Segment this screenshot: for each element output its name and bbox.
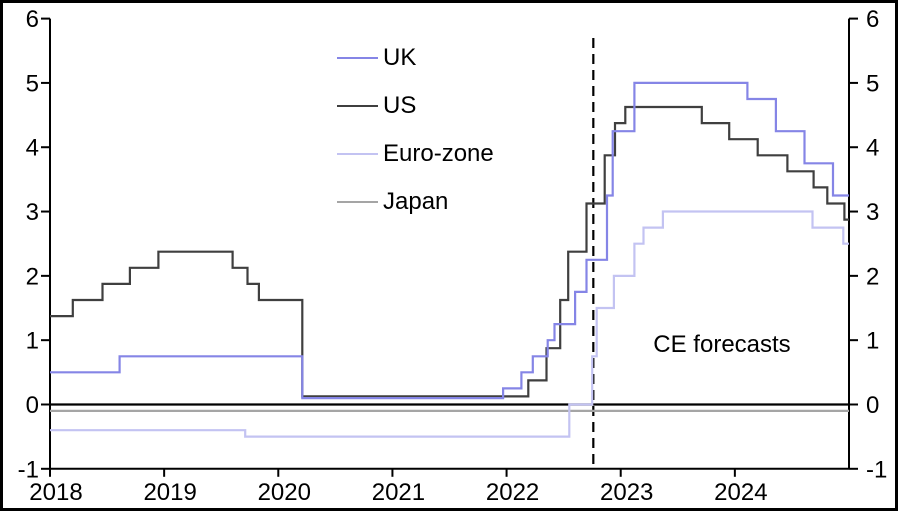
chart-legend: UK US Euro-zone Japan — [337, 34, 494, 226]
x-tick-label: 2022 — [486, 479, 539, 506]
legend-label-us: US — [383, 92, 417, 119]
forecast-annotation: CE forecasts — [653, 331, 791, 358]
y-tick-label-right: 6 — [866, 6, 879, 33]
y-tick-label-left: 3 — [26, 199, 39, 226]
y-tick-label-right: 3 — [866, 199, 879, 226]
legend-label-euro-zone: Euro-zone — [383, 140, 494, 167]
legend-label-uk: UK — [383, 44, 417, 71]
y-tick-label-left: 1 — [26, 328, 39, 355]
x-tick-label: 2018 — [29, 479, 82, 506]
series-line-euro-zone — [50, 210, 849, 438]
legend-item-uk: UK — [337, 34, 494, 82]
y-tick-label-right: 2 — [866, 263, 879, 290]
y-tick-label-left: 2 — [26, 263, 39, 290]
series-line-uk — [50, 81, 849, 400]
x-tick-label: 2020 — [258, 479, 311, 506]
legend-item-us: US — [337, 82, 494, 130]
y-tick-label-left: 0 — [26, 392, 39, 419]
legend-line-uk-icon — [337, 57, 378, 59]
legend-item-euro-zone: Euro-zone — [337, 130, 494, 178]
y-tick-label-right: 0 — [866, 392, 879, 419]
legend-item-japan: Japan — [337, 178, 494, 226]
legend-line-us-icon — [337, 105, 378, 107]
x-tick-label: 2023 — [600, 479, 653, 506]
y-tick-label-right: 5 — [866, 70, 879, 97]
y-tick-label-left: 6 — [26, 6, 39, 33]
y-tick-label-left: -1 — [18, 456, 39, 483]
y-tick-label-right: 4 — [866, 135, 879, 162]
x-tick-label: 2024 — [714, 479, 767, 506]
legend-line-japan-icon — [337, 201, 378, 203]
y-tick-label-left: 4 — [26, 135, 39, 162]
legend-line-euro-zone-icon — [337, 153, 378, 155]
y-tick-label-left: 5 — [26, 70, 39, 97]
legend-label-japan: Japan — [383, 188, 449, 215]
y-tick-label-right: 1 — [866, 328, 879, 355]
x-tick-label: 2019 — [143, 479, 196, 506]
series-line-us — [50, 105, 849, 398]
x-tick-label: 2021 — [372, 479, 425, 506]
y-tick-label-right: -1 — [866, 456, 887, 483]
